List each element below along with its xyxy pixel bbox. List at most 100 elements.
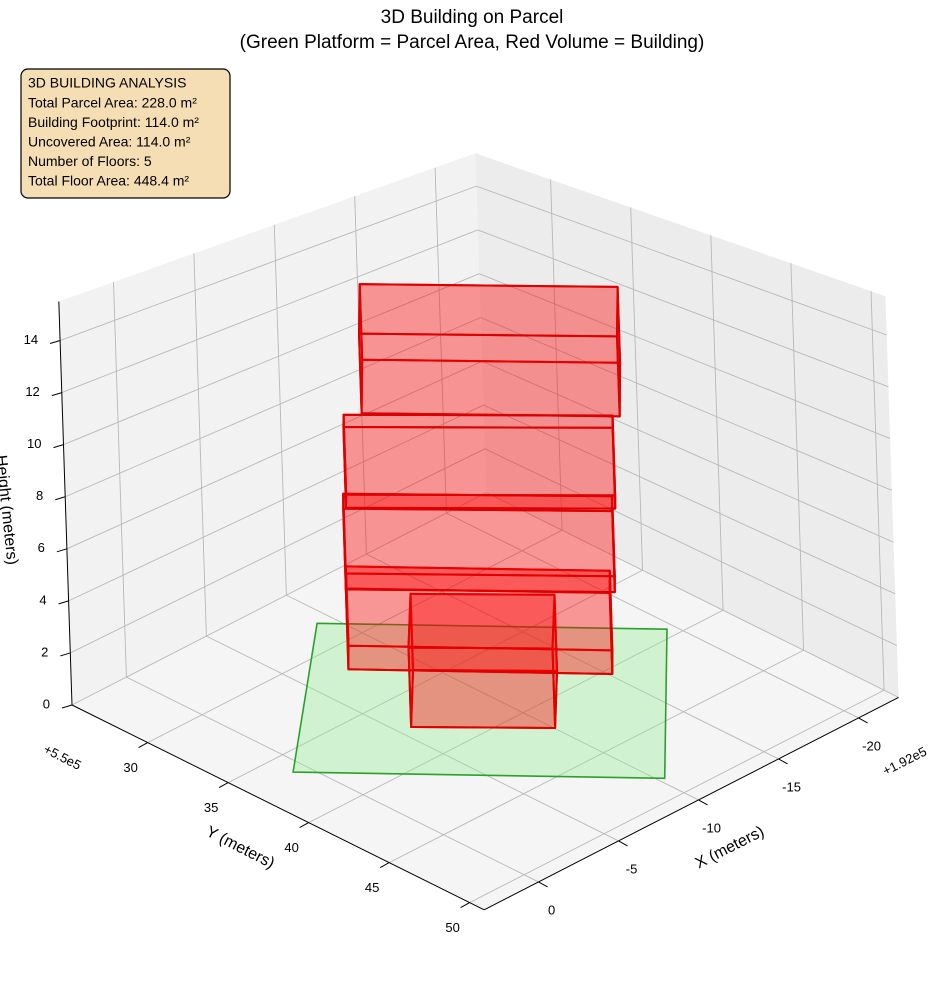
info-box-bg — [20, 68, 231, 199]
x-grid-line — [273, 224, 287, 596]
x-tick-label: -20 — [862, 738, 881, 753]
y-tick-label: 40 — [284, 840, 298, 855]
y-grid-line — [147, 529, 563, 744]
x-grid-line — [113, 282, 127, 678]
y-tick-label: 35 — [204, 800, 218, 815]
back-left-pane — [58, 153, 487, 706]
panes — [58, 153, 899, 910]
y-tick-label: 50 — [445, 920, 459, 935]
x-grid-line — [286, 594, 699, 801]
floor-side — [358, 332, 621, 418]
z-tick-label: 12 — [25, 384, 39, 399]
z-tick-label: 2 — [41, 644, 48, 659]
z-grid-line — [480, 317, 892, 491]
z-tick — [58, 600, 69, 605]
z-grid-line — [476, 185, 887, 336]
x-grid-line — [434, 167, 447, 514]
z-grid-line — [486, 492, 899, 698]
x-grid-line — [206, 635, 619, 842]
floor-pane — [72, 492, 899, 910]
z-grid-line — [61, 229, 478, 394]
floor-side — [344, 587, 614, 675]
floor-top — [358, 283, 619, 338]
info-line: Total Floor Area: 448.4 m² — [28, 173, 189, 189]
z-axis-line — [58, 301, 73, 706]
marks — [292, 283, 668, 780]
info-title: 3D BUILDING ANALYSIS — [28, 75, 186, 91]
info-line: Total Parcel Area: 228.0 m² — [28, 95, 197, 111]
y-axis-line — [71, 704, 485, 911]
x-tick-label: -5 — [626, 861, 638, 876]
z-tick — [53, 444, 64, 449]
z-grid-line — [71, 492, 487, 706]
y-axis-label: Y (meters) — [203, 823, 277, 872]
y-grid-line — [469, 689, 885, 904]
z-tick — [61, 704, 73, 709]
z-grid-line — [479, 273, 891, 439]
y-tick — [460, 902, 470, 909]
y-tick-label: 30 — [123, 760, 137, 775]
z-tick — [49, 340, 61, 345]
info-line: Uncovered Area: 114.0 m² — [28, 134, 191, 150]
y-grid-line — [790, 263, 805, 651]
y-grid-line — [630, 207, 644, 571]
x-grid-line — [446, 512, 859, 719]
z-tick-label: 8 — [36, 488, 43, 503]
y-tick-label: 45 — [365, 880, 379, 895]
info-lines: Total Parcel Area: 228.0 m² Building Foot… — [28, 95, 199, 189]
floor-side — [342, 426, 617, 510]
x-grid-line — [366, 553, 779, 760]
z-tick — [60, 652, 71, 657]
x-tick — [858, 717, 868, 724]
z-grid-line — [481, 360, 894, 543]
y-grid-line — [550, 179, 563, 531]
info-box: 3D BUILDING ANALYSIS Total Parcel Area: … — [20, 68, 231, 199]
x-axis-line — [483, 696, 899, 911]
info-line: Building Footprint: 114.0 m² — [28, 114, 199, 130]
z-tick-label: 4 — [39, 592, 46, 607]
y-grid-line — [308, 609, 724, 824]
z-axis-label: Height (meters) — [0, 454, 20, 565]
x-tick-label: -15 — [782, 779, 801, 794]
back-right-pane — [475, 153, 899, 698]
floor-side — [342, 507, 616, 594]
y-grid-line — [388, 649, 804, 864]
z-grid-line — [484, 448, 898, 647]
z-grid-line — [70, 448, 486, 654]
z-tick-label: 0 — [43, 696, 50, 711]
z-grid-line — [66, 360, 483, 550]
z-grid-line — [483, 404, 896, 595]
z-tick — [55, 496, 66, 501]
z-grid-line — [65, 317, 481, 498]
z-grid-line — [59, 185, 477, 341]
z-grid-line — [477, 229, 889, 388]
z-tick-label: 10 — [27, 436, 41, 451]
y-grid-line — [870, 291, 885, 691]
z-tick — [56, 548, 68, 553]
x-tick — [698, 799, 708, 806]
x-tick — [618, 840, 628, 847]
info-line: Number of Floors: 5 — [28, 153, 152, 169]
chart-title: 3D Building on Parcel — [381, 7, 564, 28]
y-grid-line — [710, 235, 724, 611]
x-grid-line — [193, 253, 207, 637]
y-tick — [138, 742, 148, 749]
x-tick — [538, 881, 548, 888]
z-grid-line — [68, 404, 484, 602]
parcel — [292, 622, 668, 780]
x-offset-label: +1.92e5 — [880, 744, 929, 779]
y-tick — [218, 782, 229, 789]
x-tick — [778, 758, 788, 765]
y-offset-label: +5.5e5 — [41, 741, 84, 773]
axes: 0 -5 -10 -15 -20 30 35 40 45 50 0 2 4 6 8 10 12 14 — [24, 301, 899, 935]
x-tick-label: -10 — [702, 820, 721, 835]
z-tick-label: 14 — [24, 332, 38, 347]
z-tick-label: 6 — [38, 540, 45, 555]
z-tick — [51, 392, 62, 397]
x-grid-line — [126, 676, 539, 883]
z-grid-line — [63, 273, 480, 446]
x-tick-label: 0 — [548, 902, 555, 917]
chart-subtitle: (Green Platform = Parcel Area, Red Volum… — [240, 32, 705, 53]
